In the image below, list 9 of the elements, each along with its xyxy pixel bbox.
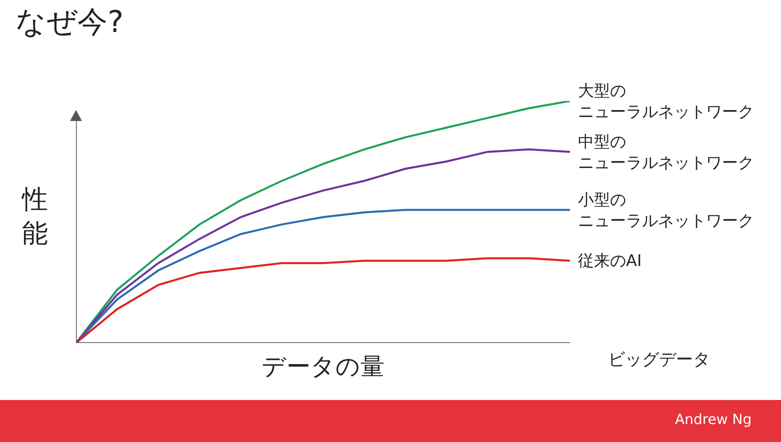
x-axis-title: データの量 (262, 352, 384, 380)
series-label: 小型のニューラルネットワーク (578, 190, 754, 230)
series-label: 従来のAI (578, 251, 642, 270)
chart-title: なぜ今? (16, 5, 124, 40)
series-label: 中型のニューラルネットワーク (578, 132, 754, 172)
text: Andrew Ng (675, 412, 752, 428)
y-axis-title: 性能 (21, 185, 48, 249)
text: ビッグデータ (608, 350, 710, 370)
series-label: 大型のニューラルネットワーク (578, 81, 754, 121)
